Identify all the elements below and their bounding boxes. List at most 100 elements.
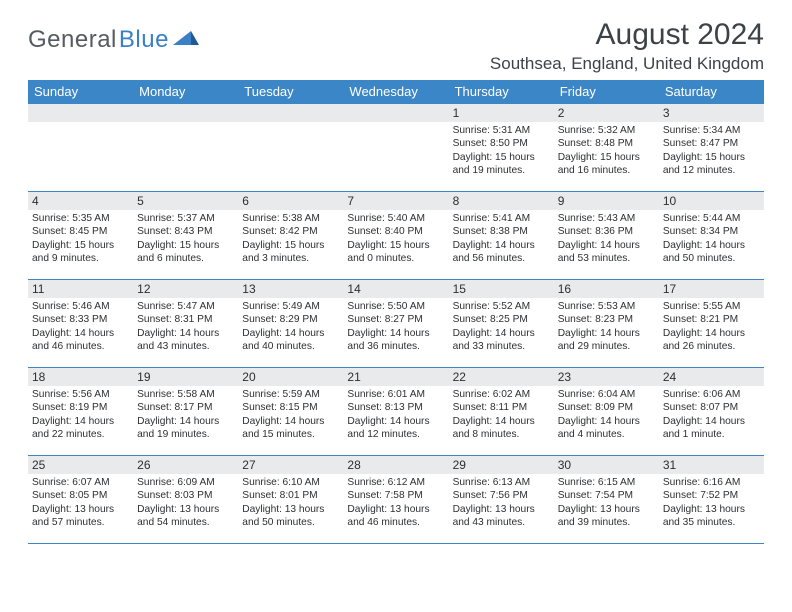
- day-sunrise: Sunrise: 5:56 AM: [32, 388, 129, 401]
- day-sunset: Sunset: 8:01 PM: [242, 489, 339, 502]
- day-sunset: Sunset: 8:48 PM: [558, 137, 655, 150]
- day-body: Sunrise: 5:38 AMSunset: 8:42 PMDaylight:…: [238, 210, 343, 269]
- weekday-header-row: Sunday Monday Tuesday Wednesday Thursday…: [28, 80, 764, 104]
- day-cell: 20Sunrise: 5:59 AMSunset: 8:15 PMDayligh…: [238, 368, 343, 455]
- day-sunset: Sunset: 8:38 PM: [453, 225, 550, 238]
- day-daylight: Daylight: 13 hours and 50 minutes.: [242, 503, 339, 530]
- logo-icon: [173, 28, 199, 56]
- day-daylight: Daylight: 14 hours and 29 minutes.: [558, 327, 655, 354]
- day-sunrise: Sunrise: 5:40 AM: [347, 212, 444, 225]
- day-number: [28, 104, 133, 122]
- day-sunset: Sunset: 8:45 PM: [32, 225, 129, 238]
- day-sunrise: Sunrise: 5:55 AM: [663, 300, 760, 313]
- day-number: 25: [28, 456, 133, 474]
- day-cell: 30Sunrise: 6:15 AMSunset: 7:54 PMDayligh…: [554, 456, 659, 543]
- day-cell: 6Sunrise: 5:38 AMSunset: 8:42 PMDaylight…: [238, 192, 343, 279]
- day-daylight: Daylight: 15 hours and 16 minutes.: [558, 151, 655, 178]
- day-body: Sunrise: 5:47 AMSunset: 8:31 PMDaylight:…: [133, 298, 238, 357]
- day-sunset: Sunset: 8:33 PM: [32, 313, 129, 326]
- day-sunrise: Sunrise: 5:59 AM: [242, 388, 339, 401]
- day-daylight: Daylight: 14 hours and 33 minutes.: [453, 327, 550, 354]
- week-row: 25 Sunrise: 6:07 AMSunset: 8:05 PM Dayligh…: [28, 456, 764, 544]
- day-sunrise: Sunrise: 5:34 AM: [663, 124, 760, 137]
- day-daylight: Daylight: 14 hours and 19 minutes.: [137, 415, 234, 442]
- day-daylight: Daylight: 14 hours and 12 minutes.: [347, 415, 444, 442]
- day-daylight: Daylight: 14 hours and 26 minutes.: [663, 327, 760, 354]
- day-body: Sunrise: 6:01 AMSunset: 8:13 PMDaylight:…: [343, 386, 448, 445]
- day-body: Sunrise: 5:52 AMSunset: 8:25 PMDaylight:…: [449, 298, 554, 357]
- day-number: [238, 104, 343, 122]
- day-number: 31: [659, 456, 764, 474]
- day-number: 7: [343, 192, 448, 210]
- day-sunrise: Sunrise: 6:02 AM: [453, 388, 550, 401]
- day-cell: 12Sunrise: 5:47 AMSunset: 8:31 PMDayligh…: [133, 280, 238, 367]
- day-daylight: Daylight: 14 hours and 4 minutes.: [558, 415, 655, 442]
- day-body: Sunrise: 6:02 AMSunset: 8:11 PMDaylight:…: [449, 386, 554, 445]
- weekday-thursday: Thursday: [449, 80, 554, 104]
- day-daylight: Daylight: 14 hours and 56 minutes.: [453, 239, 550, 266]
- week-row: 11Sunrise: 5:46 AMSunset: 8:33 PMDayligh…: [28, 280, 764, 368]
- day-body: Sunrise: 6:13 AMSunset: 7:56 PMDaylight:…: [449, 474, 554, 533]
- day-number: 11: [28, 280, 133, 298]
- day-sunset: Sunset: 8:09 PM: [558, 401, 655, 414]
- day-body: Sunrise: 5:34 AMSunset: 8:47 PMDaylight:…: [659, 122, 764, 181]
- day-sunset: Sunset: 8:27 PM: [347, 313, 444, 326]
- weekday-saturday: Saturday: [659, 80, 764, 104]
- day-body: Sunrise: 5:37 AMSunset: 8:43 PMDaylight:…: [133, 210, 238, 269]
- day-body: Sunrise: 6:16 AMSunset: 7:52 PMDaylight:…: [659, 474, 764, 533]
- day-daylight: Daylight: 14 hours and 50 minutes.: [663, 239, 760, 266]
- day-sunrise: Sunrise: 6:06 AM: [663, 388, 760, 401]
- day-daylight: Daylight: 13 hours and 46 minutes.: [347, 503, 444, 530]
- day-sunrise: Sunrise: 5:53 AM: [558, 300, 655, 313]
- day-sunrise: Sunrise: 6:07 AM: [32, 476, 129, 489]
- day-sunrise: Sunrise: 5:38 AM: [242, 212, 339, 225]
- day-body: Sunrise: 5:59 AMSunset: 8:15 PMDaylight:…: [238, 386, 343, 445]
- day-sunrise: Sunrise: 5:47 AM: [137, 300, 234, 313]
- day-number: 26: [133, 456, 238, 474]
- day-sunrise: Sunrise: 6:01 AM: [347, 388, 444, 401]
- day-cell: 21Sunrise: 6:01 AMSunset: 8:13 PMDayligh…: [343, 368, 448, 455]
- day-sunrise: Sunrise: 6:09 AM: [137, 476, 234, 489]
- day-cell: 7Sunrise: 5:40 AMSunset: 8:40 PMDaylight…: [343, 192, 448, 279]
- day-number: 10: [659, 192, 764, 210]
- day-number: 20: [238, 368, 343, 386]
- day-cell: 3Sunrise: 5:34 AMSunset: 8:47 PMDaylight…: [659, 104, 764, 191]
- day-daylight: Daylight: 14 hours and 46 minutes.: [32, 327, 129, 354]
- day-number: 18: [28, 368, 133, 386]
- day-daylight: Daylight: 15 hours and 3 minutes.: [242, 239, 339, 266]
- day-body: Sunrise: 5:35 AMSunset: 8:45 PMDaylight:…: [28, 210, 133, 269]
- day-sunrise: Sunrise: 6:15 AM: [558, 476, 655, 489]
- day-daylight: Daylight: 14 hours and 43 minutes.: [137, 327, 234, 354]
- day-sunrise: Sunrise: 5:44 AM: [663, 212, 760, 225]
- weekday-wednesday: Wednesday: [343, 80, 448, 104]
- day-cell: [133, 104, 238, 191]
- day-cell: [28, 104, 133, 191]
- day-cell: 18Sunrise: 5:56 AMSunset: 8:19 PMDayligh…: [28, 368, 133, 455]
- day-sunrise: Sunrise: 5:46 AM: [32, 300, 129, 313]
- day-number: [343, 104, 448, 122]
- day-number: 1: [449, 104, 554, 122]
- day-sunset: Sunset: 8:23 PM: [558, 313, 655, 326]
- day-sunrise: Sunrise: 5:32 AM: [558, 124, 655, 137]
- day-body: Sunrise: 5:49 AMSunset: 8:29 PMDaylight:…: [238, 298, 343, 357]
- day-cell: 17Sunrise: 5:55 AMSunset: 8:21 PMDayligh…: [659, 280, 764, 367]
- day-daylight: Daylight: 15 hours and 0 minutes.: [347, 239, 444, 266]
- day-cell: 26Sunrise: 6:09 AMSunset: 8:03 PMDayligh…: [133, 456, 238, 543]
- day-number: 9: [554, 192, 659, 210]
- day-daylight: Daylight: 14 hours and 40 minutes.: [242, 327, 339, 354]
- day-body: Sunrise: 6:10 AMSunset: 8:01 PMDaylight:…: [238, 474, 343, 533]
- day-sunrise: Sunrise: 5:31 AM: [453, 124, 550, 137]
- day-cell: 29Sunrise: 6:13 AMSunset: 7:56 PMDayligh…: [449, 456, 554, 543]
- day-body: Sunrise: 5:41 AMSunset: 8:38 PMDaylight:…: [449, 210, 554, 269]
- day-sunset: Sunset: 8:05 PM: [32, 489, 129, 502]
- day-number: 2: [554, 104, 659, 122]
- day-body: Sunrise: 6:09 AMSunset: 8:03 PMDaylight:…: [133, 474, 238, 533]
- day-daylight: Daylight: 14 hours and 15 minutes.: [242, 415, 339, 442]
- day-cell: 31Sunrise: 6:16 AMSunset: 7:52 PMDayligh…: [659, 456, 764, 543]
- day-sunset: Sunset: 8:25 PM: [453, 313, 550, 326]
- day-sunset: Sunset: 8:07 PM: [663, 401, 760, 414]
- day-body: Sunrise: 5:31 AMSunset: 8:50 PMDaylight:…: [449, 122, 554, 181]
- day-sunrise: Sunrise: 5:50 AM: [347, 300, 444, 313]
- day-sunrise: Sunrise: 5:43 AM: [558, 212, 655, 225]
- day-number: 29: [449, 456, 554, 474]
